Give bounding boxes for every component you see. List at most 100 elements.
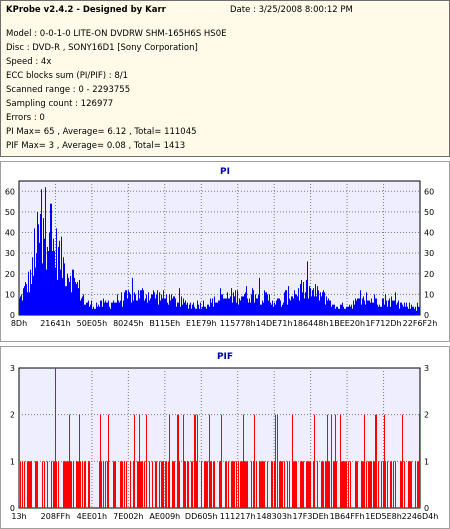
data-bar [228, 298, 229, 315]
data-bar [329, 461, 330, 508]
data-bar [24, 461, 25, 508]
data-bar [346, 306, 347, 315]
data-bar [235, 290, 236, 315]
data-bar [85, 304, 86, 315]
data-bar [297, 296, 298, 315]
data-bar [47, 246, 48, 315]
data-bar [113, 461, 114, 508]
data-bar [401, 461, 402, 508]
data-bar [311, 296, 312, 315]
data-bar [412, 306, 413, 315]
data-bar [101, 300, 102, 315]
x-tick-label: 22F6F2h [403, 319, 438, 328]
data-bar [336, 461, 337, 508]
data-bar [31, 284, 32, 315]
data-bar [177, 302, 178, 315]
data-bar [350, 306, 351, 315]
x-tick-label: 186448h [293, 319, 329, 328]
data-bar [307, 261, 308, 315]
data-bar [174, 461, 175, 508]
data-bar [207, 304, 208, 315]
data-bar [205, 461, 206, 508]
data-bar [418, 461, 419, 508]
data-bar [123, 300, 124, 315]
data-bar [61, 236, 62, 315]
data-bar [419, 414, 420, 508]
data-bar [364, 300, 365, 315]
data-bar [95, 308, 96, 315]
data-bar [212, 298, 213, 315]
y-tick-label-right: 10 [424, 290, 434, 299]
data-bar [313, 461, 314, 508]
data-bar [197, 414, 198, 508]
data-bar [247, 461, 248, 508]
data-bar [286, 290, 287, 315]
data-bar [279, 461, 280, 508]
data-bar [218, 300, 219, 315]
data-bar [172, 298, 173, 315]
data-bar [162, 298, 163, 315]
data-bar [162, 461, 163, 508]
data-bar [209, 306, 210, 315]
data-bar [58, 246, 59, 315]
data-bar [323, 290, 324, 315]
data-bar [387, 461, 388, 508]
data-bar [37, 211, 38, 315]
data-bar [169, 294, 170, 315]
data-bar [134, 292, 135, 315]
data-bar [89, 461, 90, 508]
data-bar [206, 308, 207, 315]
data-bar [372, 302, 373, 315]
data-bar [179, 461, 180, 508]
data-bar [350, 461, 351, 508]
data-bar [210, 461, 211, 508]
data-bar [385, 461, 386, 508]
data-bar [231, 461, 232, 508]
data-bar [30, 461, 31, 508]
data-bar [257, 298, 258, 315]
data-bar [163, 290, 164, 315]
data-bar [141, 461, 142, 508]
y-tick-label-right: 0 [424, 504, 429, 513]
data-bar [196, 461, 197, 508]
data-bar [347, 306, 348, 315]
data-bar [232, 302, 233, 315]
data-bar [344, 461, 345, 508]
data-bar [221, 294, 222, 315]
data-bar [182, 304, 183, 315]
data-bar [67, 273, 68, 315]
data-bar [260, 461, 261, 508]
data-bar [214, 461, 215, 508]
scan-date: Date : 3/25/2008 8:00:12 PM [230, 5, 353, 15]
data-bar [69, 282, 70, 315]
data-bar [81, 298, 82, 315]
data-bar [105, 300, 106, 315]
data-bar [388, 300, 389, 315]
data-bar [158, 304, 159, 315]
data-bar [36, 461, 37, 508]
data-bar [139, 298, 140, 315]
data-bar [88, 300, 89, 315]
data-bar [403, 306, 404, 315]
data-bar [173, 461, 174, 508]
pi-chart-title: PI [220, 167, 230, 177]
data-bar [56, 461, 57, 508]
data-bar [150, 298, 151, 315]
y-tick-label-right: 3 [424, 364, 429, 373]
pif-chart: 0 0 1 1 2 2 3 3 13h 208FFh 4EE01h 7E002h AE009h DD605… [10, 364, 438, 521]
data-bar [392, 300, 393, 315]
data-bar [92, 308, 93, 315]
x-tick-label: 1ED5E8h [365, 512, 402, 521]
data-bar [220, 461, 221, 508]
data-bar [44, 461, 45, 508]
data-bar [293, 298, 294, 315]
data-bar [198, 304, 199, 315]
data-bar [29, 292, 30, 315]
data-bar [213, 306, 214, 315]
data-bar [264, 290, 265, 315]
data-bar [284, 292, 285, 315]
x-tick-label: 7E002h [113, 512, 143, 521]
data-bar [317, 461, 318, 508]
data-bar [164, 298, 165, 315]
x-tick-label: 13h [11, 512, 26, 521]
